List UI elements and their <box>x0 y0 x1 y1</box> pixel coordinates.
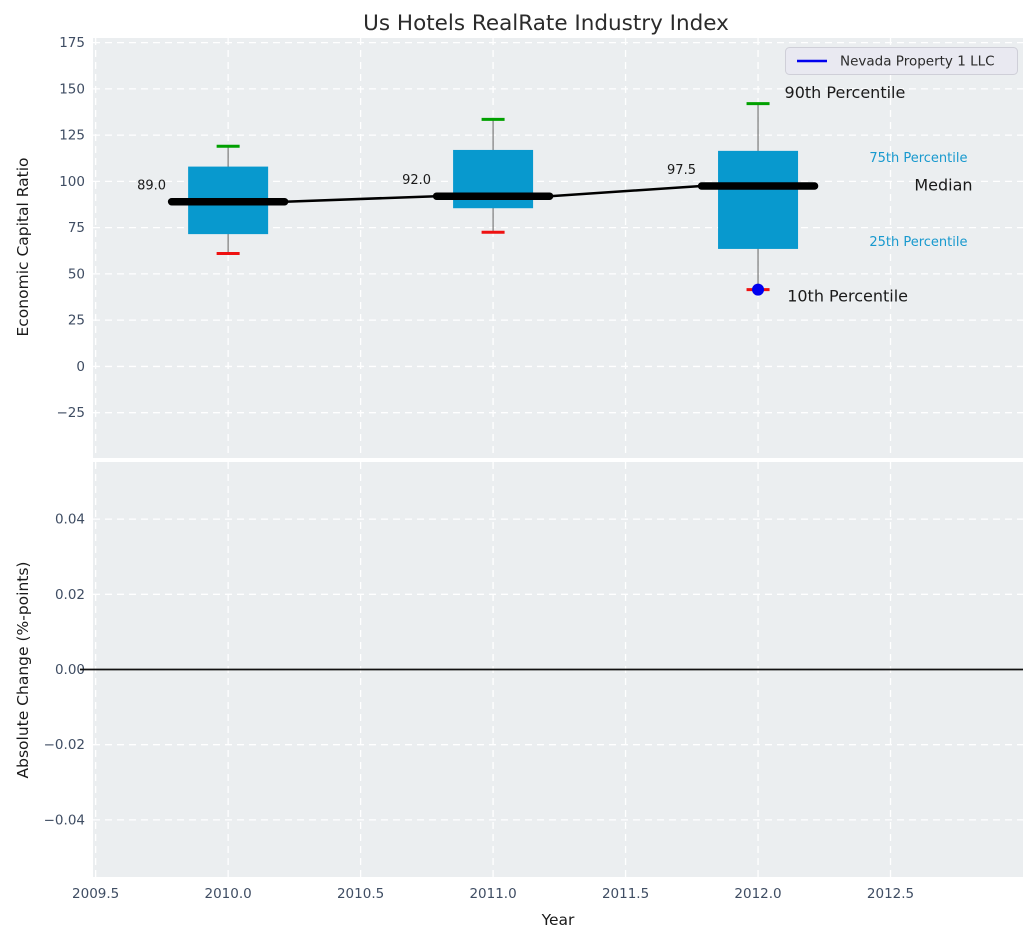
y-tick-label: 50 <box>68 266 85 282</box>
bottom-subplot: 0.04 0.02 0.00 −0.02 −0.04 2009.5 2010.0 2010.5… <box>44 462 1023 902</box>
x-tick-label: 2012.0 <box>734 886 781 902</box>
x-tick-label: 2011.0 <box>469 886 516 902</box>
median-trend-segment <box>283 194 438 203</box>
y-tick-label: 0.00 <box>55 662 85 678</box>
company-point <box>752 283 765 296</box>
y-tick-label: −25 <box>57 405 86 421</box>
annotation-25th-percentile: 25th Percentile <box>869 235 967 250</box>
y-tick-label: −0.02 <box>44 737 85 753</box>
median-value-label-2010: 89.0 <box>137 179 166 194</box>
chart-title: Us Hotels RealRate Industry Index <box>363 11 729 36</box>
x-tick-label: 2012.5 <box>867 886 914 902</box>
annotation-10th-percentile: 10th Percentile <box>787 287 908 306</box>
median-value-label-2011: 92.0 <box>402 173 431 188</box>
x-tick-label: 2011.5 <box>602 886 649 902</box>
y-tick-label: 150 <box>59 81 85 97</box>
y-axis-label-bottom: Absolute Change (%-points) <box>14 562 32 779</box>
x-tick-label: 2010.0 <box>205 886 252 902</box>
y-axis-label-top: Economic Capital Ratio <box>14 157 32 336</box>
top-subplot: 175 150 125 100 75 50 25 0 −25 89.0 92.0 97.5 90th P… <box>57 35 1023 458</box>
legend-label: Nevada Property 1 LLC <box>840 54 995 70</box>
annotation-median: Median <box>914 176 972 195</box>
y-tick-label: 75 <box>68 220 85 236</box>
x-tick-label: 2009.5 <box>72 886 119 902</box>
plot-background <box>93 38 1023 458</box>
x-axis-label: Year <box>541 911 575 929</box>
legend-box <box>785 47 1018 75</box>
legend: Nevada Property 1 LLC <box>785 47 1018 75</box>
iqr-box-2012 <box>718 150 799 249</box>
annotation-75th-percentile: 75th Percentile <box>869 151 967 166</box>
annotation-90th-percentile: 90th Percentile <box>785 83 906 102</box>
y-tick-label: 0 <box>76 359 85 375</box>
y-tick-label: 0.04 <box>55 512 85 528</box>
y-tick-label: 100 <box>59 174 85 190</box>
x-tick-label: 2010.5 <box>337 886 384 902</box>
y-tick-label: 125 <box>59 128 85 144</box>
y-tick-label: 0.02 <box>55 587 85 603</box>
y-tick-label: 175 <box>59 35 85 51</box>
y-tick-label: 25 <box>68 313 85 329</box>
median-trend-segment <box>548 184 703 198</box>
median-value-label-2012: 97.5 <box>667 163 696 178</box>
y-tick-label: −0.04 <box>44 812 85 828</box>
